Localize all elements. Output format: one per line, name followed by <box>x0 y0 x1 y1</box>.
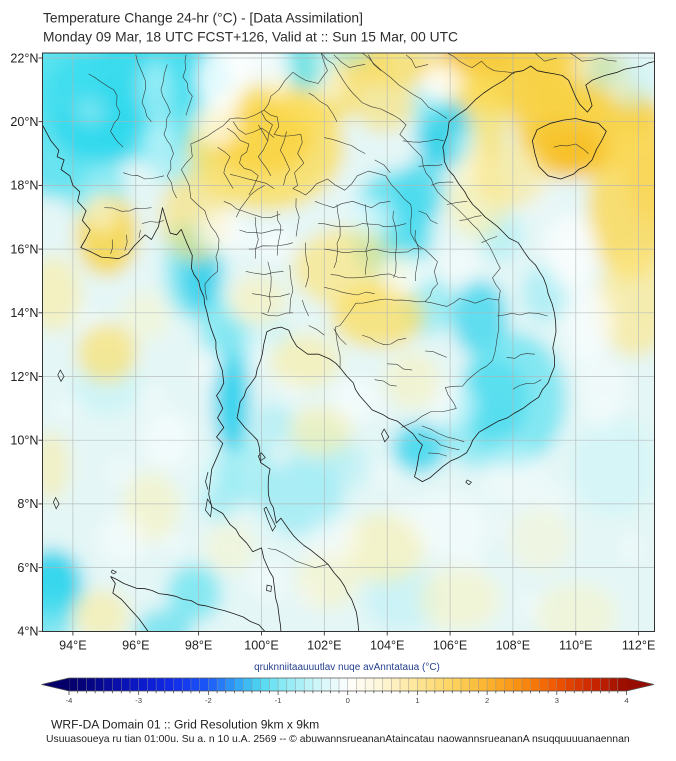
svg-text:14°N: 14°N <box>10 306 38 320</box>
svg-text:-1: -1 <box>275 696 282 705</box>
svg-text:22°N: 22°N <box>10 51 38 65</box>
svg-text:102°E: 102°E <box>307 639 341 653</box>
svg-text:0: 0 <box>346 696 350 705</box>
svg-text:98°E: 98°E <box>185 639 212 653</box>
svg-text:110°E: 110°E <box>559 639 593 653</box>
svg-text:16°N: 16°N <box>10 242 38 256</box>
svg-text:Usuuasoueya ru tian 01:00u. Su: Usuuasoueya ru tian 01:00u. Su a. n 10 u… <box>46 734 630 745</box>
svg-text:2: 2 <box>485 696 489 705</box>
svg-text:106°E: 106°E <box>433 639 467 653</box>
svg-text:94°E: 94°E <box>59 639 86 653</box>
svg-text:Monday 09 Mar, 18 UTC FCST+126: Monday 09 Mar, 18 UTC FCST+126, Valid at… <box>43 30 458 45</box>
svg-text:112°E: 112°E <box>622 639 656 653</box>
svg-text:8°N: 8°N <box>17 497 38 511</box>
svg-text:1: 1 <box>415 696 419 705</box>
svg-text:18°N: 18°N <box>10 179 38 193</box>
svg-text:3: 3 <box>555 696 559 705</box>
svg-text:6°N: 6°N <box>17 561 38 575</box>
svg-text:4°N: 4°N <box>17 625 38 639</box>
svg-text:WRF-DA Domain 01 :: Grid Resol: WRF-DA Domain 01 :: Grid Resolution 9km … <box>51 718 319 732</box>
svg-text:qruknniitaauuutlav nuqe avAnnt: qruknniitaauuutlav nuqe avAnntataua (°C) <box>254 662 440 673</box>
svg-text:10°N: 10°N <box>10 434 38 448</box>
svg-text:96°E: 96°E <box>122 639 149 653</box>
svg-text:Temperature Change 24-hr (°C): Temperature Change 24-hr (°C) - [Data As… <box>43 11 363 26</box>
svg-text:-4: -4 <box>66 696 73 705</box>
svg-text:20°N: 20°N <box>10 115 38 129</box>
svg-text:108°E: 108°E <box>496 639 530 653</box>
svg-text:-2: -2 <box>205 696 212 705</box>
svg-text:104°E: 104°E <box>370 639 404 653</box>
svg-text:4: 4 <box>624 696 628 705</box>
svg-text:-3: -3 <box>135 696 142 705</box>
svg-text:12°N: 12°N <box>10 370 38 384</box>
svg-text:100°E: 100°E <box>244 639 278 653</box>
